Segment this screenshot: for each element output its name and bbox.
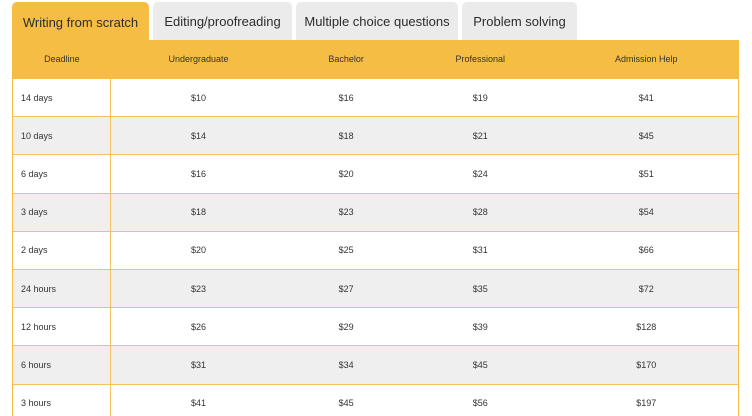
deadline-cell: 10 days [13, 117, 111, 155]
tab-writing-from-scratch[interactable]: Writing from scratch [12, 2, 149, 42]
table-row: 24 hours $23 $27 $35 $72 [13, 269, 738, 309]
price-cell: $66 [638, 245, 654, 256]
price-cell: $23 [338, 207, 354, 218]
deadline-cell: 6 hours [13, 346, 111, 384]
deadline-cell: 24 hours [13, 269, 111, 308]
table-row: 3 hours $41 $45 $56 $197 [13, 384, 738, 416]
price-cell: $29 [338, 321, 354, 332]
deadline-cell: 2 days [13, 231, 111, 269]
price-cell: $24 [472, 168, 488, 179]
table-row: 2 days $20 $25 $31 $66 [13, 231, 738, 270]
price-cell: $197 [636, 398, 657, 409]
tab-editing-proofreading[interactable]: Editing/proofreading [153, 2, 292, 40]
header-undergraduate: Undergraduate [168, 54, 229, 64]
header-deadline: Deadline [44, 54, 80, 64]
price-cell: $34 [338, 359, 354, 370]
deadline-cell: 3 days [13, 193, 111, 231]
price-cell: $51 [638, 168, 654, 179]
table-row: 3 days $18 $23 $28 $54 [13, 193, 738, 232]
price-cell: $21 [472, 130, 488, 141]
price-cell: $72 [638, 283, 654, 294]
price-cell: $41 [190, 398, 207, 409]
price-cell: $20 [338, 168, 354, 179]
header-bachelor: Bachelor [328, 54, 364, 64]
price-cell: $20 [190, 245, 207, 256]
price-cell: $18 [338, 130, 354, 141]
deadline-cell: 3 hours [13, 384, 111, 416]
price-cell: $39 [472, 321, 488, 332]
price-cell: $170 [636, 359, 657, 370]
price-cell: $45 [338, 398, 354, 409]
table-row: 6 hours $31 $34 $45 $170 [13, 346, 738, 385]
price-cell: $41 [638, 92, 654, 103]
price-cell: $45 [638, 130, 654, 141]
deadline-cell: 6 days [13, 155, 111, 193]
price-cell: $54 [638, 207, 654, 218]
price-cell: $19 [472, 92, 488, 103]
header-admission-help: Admission Help [615, 54, 678, 64]
table-row: 10 days $14 $18 $21 $45 [13, 117, 738, 156]
tab-problem-solving[interactable]: Problem solving [462, 2, 577, 40]
price-cell: $28 [472, 207, 488, 218]
price-cell: $128 [636, 321, 657, 332]
price-cell: $14 [190, 130, 207, 141]
price-cell: $27 [338, 283, 354, 294]
price-cell: $10 [190, 92, 207, 103]
deadline-cell: 12 hours [13, 308, 111, 346]
price-cell: $16 [190, 168, 207, 179]
pricing-table: Deadline Undergraduate Bachelor Professi… [12, 40, 739, 416]
price-cell: $31 [190, 359, 207, 370]
price-cell: $23 [190, 283, 207, 294]
table-row: 14 days $10 $16 $19 $41 [13, 79, 738, 118]
price-cell: $35 [472, 283, 488, 294]
price-cell: $18 [190, 207, 207, 218]
price-cell: $31 [472, 245, 488, 256]
price-cell: $56 [472, 398, 488, 409]
deadline-cell: 14 days [13, 79, 111, 117]
pricing-tabs: Writing from scratch Editing/proofreadin… [12, 2, 577, 42]
price-cell: $26 [190, 321, 207, 332]
price-cell: $45 [472, 359, 488, 370]
table-header-row: Deadline Undergraduate Bachelor Professi… [13, 40, 738, 79]
price-cell: $16 [338, 92, 354, 103]
table-row: 12 hours $26 $29 $39 $128 [13, 308, 738, 347]
header-professional: Professional [455, 54, 505, 64]
price-cell: $25 [338, 245, 354, 256]
table-row: 6 days $16 $20 $24 $51 [13, 155, 738, 194]
tab-multiple-choice-questions[interactable]: Multiple choice questions [296, 2, 458, 40]
